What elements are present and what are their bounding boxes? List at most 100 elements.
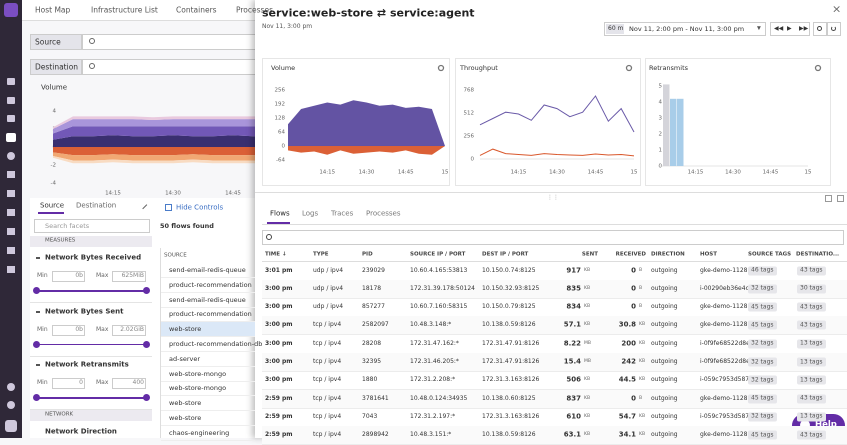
- facet-slider-handle[interactable]: [143, 287, 150, 294]
- list-item[interactable]: web-store: [169, 413, 202, 422]
- refresh-button[interactable]: [827, 22, 841, 36]
- list-item[interactable]: web-store-mongo: [169, 369, 227, 378]
- list-item[interactable]: product-recommendation: [169, 310, 252, 319]
- hide-controls[interactable]: Hide Controls: [176, 203, 224, 212]
- tag-badge[interactable]: 43 tags: [797, 394, 826, 404]
- facet-slider-handle[interactable]: [143, 394, 150, 401]
- nav-icon[interactable]: [7, 228, 15, 235]
- facet-min-input[interactable]: [52, 271, 85, 282]
- collapse-button[interactable]: [825, 195, 832, 202]
- table-search[interactable]: [262, 230, 844, 245]
- nav-tab[interactable]: Host Map: [35, 5, 71, 15]
- side-tab[interactable]: Destination: [76, 201, 117, 210]
- tag-badge[interactable]: 46 tags: [748, 266, 777, 275]
- zoom-button[interactable]: [813, 22, 827, 36]
- hide-controls-icon[interactable]: [165, 204, 172, 211]
- list-item[interactable]: product-recommendation: [169, 280, 252, 289]
- tag-badge[interactable]: 13 tags: [797, 357, 826, 367]
- column-header[interactable]: HOST: [700, 251, 717, 258]
- facet-name[interactable]: Network Bytes Sent: [45, 307, 124, 315]
- play[interactable]: ▶: [787, 25, 792, 32]
- facet-name[interactable]: Network Bytes Received: [45, 253, 142, 262]
- tag-badge[interactable]: 32 tags: [748, 412, 777, 422]
- nav-icon[interactable]: [7, 209, 15, 216]
- list-item[interactable]: web-store-mongo: [169, 384, 227, 393]
- tag-badge[interactable]: 43 tags: [797, 302, 826, 312]
- chart-settings-icon[interactable]: [437, 64, 445, 72]
- panel-tab[interactable]: Traces: [331, 209, 354, 218]
- nav-icon[interactable]: [7, 190, 15, 197]
- nav-tab[interactable]: Containers: [176, 5, 217, 15]
- tag-badge[interactable]: 32 tags: [748, 375, 777, 385]
- facet-max-input[interactable]: [112, 324, 146, 336]
- help-icon[interactable]: [7, 383, 15, 391]
- column-header[interactable]: RECEIVED: [615, 251, 646, 258]
- nav-icon[interactable]: [7, 171, 15, 178]
- nav-tab[interactable]: Processes: [236, 5, 273, 15]
- tag-badge[interactable]: 43 tags: [797, 430, 826, 440]
- close-button[interactable]: ×: [832, 2, 842, 16]
- tag-badge[interactable]: 13 tags: [797, 412, 826, 422]
- list-item[interactable]: web-store: [169, 324, 202, 333]
- column-header[interactable]: SOURCE IP / PORT: [410, 251, 466, 258]
- column-header[interactable]: TYPE: [313, 251, 329, 258]
- logo[interactable]: [4, 3, 18, 17]
- tag-badge[interactable]: 43 tags: [797, 320, 826, 330]
- nav-icon[interactable]: [7, 78, 15, 85]
- facet-slider-handle[interactable]: [33, 394, 40, 401]
- facet-min-input[interactable]: [52, 324, 85, 336]
- panel-tab-active[interactable]: Flows: [270, 209, 290, 218]
- tag-badge[interactable]: 45 tags: [748, 430, 777, 440]
- network-direction-facet[interactable]: Network Direction: [45, 427, 117, 436]
- tag-badge[interactable]: 32 tags: [748, 357, 777, 367]
- step-back[interactable]: ◀◀: [774, 25, 784, 32]
- time-selector[interactable]: [604, 22, 766, 36]
- list-item[interactable]: chaos-engineering: [169, 428, 230, 437]
- facet-name[interactable]: Network Retransmits: [45, 360, 129, 369]
- chart-settings-icon[interactable]: [814, 64, 822, 72]
- column-header[interactable]: DIRECTION: [651, 251, 685, 258]
- facet-slider-handle[interactable]: [33, 340, 40, 348]
- side-tab-active[interactable]: Source: [40, 201, 65, 210]
- tag-badge[interactable]: 30 tags: [797, 284, 826, 294]
- tag-badge[interactable]: 43 tags: [797, 266, 826, 275]
- chart-settings-icon[interactable]: [625, 64, 633, 72]
- list-item[interactable]: send-email-redis-queue: [169, 265, 246, 274]
- column-header[interactable]: PID: [362, 251, 373, 258]
- facet-max-input[interactable]: [112, 271, 146, 282]
- column-header[interactable]: SENT: [581, 251, 598, 258]
- tag-badge[interactable]: 45 tags: [748, 302, 777, 312]
- panel-tab[interactable]: Logs: [302, 209, 319, 218]
- nav-icon[interactable]: [7, 97, 15, 104]
- list-item[interactable]: product-recommendation-db: [169, 339, 263, 348]
- search-facets-input[interactable]: [34, 219, 150, 233]
- nav-icon-active[interactable]: [6, 133, 16, 142]
- column-header[interactable]: DEST IP / PORT: [482, 251, 529, 258]
- column-header[interactable]: TIME ↓: [265, 251, 287, 258]
- facet-max-input[interactable]: [112, 378, 146, 389]
- facet-slider-handle[interactable]: [33, 287, 40, 294]
- user-icon[interactable]: [7, 401, 15, 409]
- tag-badge[interactable]: 32 tags: [748, 284, 777, 294]
- panel-tab[interactable]: Processes: [366, 209, 401, 218]
- step-forward[interactable]: ▶▶: [799, 25, 809, 32]
- tag-badge[interactable]: 13 tags: [797, 339, 826, 349]
- resize-handle[interactable]: ⋮⋮: [547, 194, 559, 201]
- list-item[interactable]: send-email-redis-queue: [169, 295, 246, 304]
- column-header[interactable]: SOURCE TAGS: [748, 251, 792, 258]
- nav-icon[interactable]: [7, 152, 15, 160]
- list-item[interactable]: ad-server: [169, 354, 201, 363]
- tag-badge[interactable]: 13 tags: [797, 375, 826, 385]
- expand-button[interactable]: [837, 195, 844, 202]
- facet-min-input[interactable]: [52, 378, 85, 389]
- nav-icon[interactable]: [7, 266, 15, 273]
- tag-badge[interactable]: 45 tags: [748, 394, 777, 404]
- tag-badge[interactable]: 32 tags: [748, 339, 777, 349]
- facet-slider-handle[interactable]: [143, 340, 150, 348]
- column-header[interactable]: DESTINATIO...: [796, 251, 840, 258]
- nav-icon[interactable]: [7, 247, 15, 254]
- nav-tab[interactable]: Infrastructure List: [91, 5, 158, 15]
- list-item[interactable]: web-store: [169, 398, 202, 407]
- account-icon[interactable]: [5, 420, 17, 432]
- tag-badge[interactable]: 45 tags: [748, 320, 777, 330]
